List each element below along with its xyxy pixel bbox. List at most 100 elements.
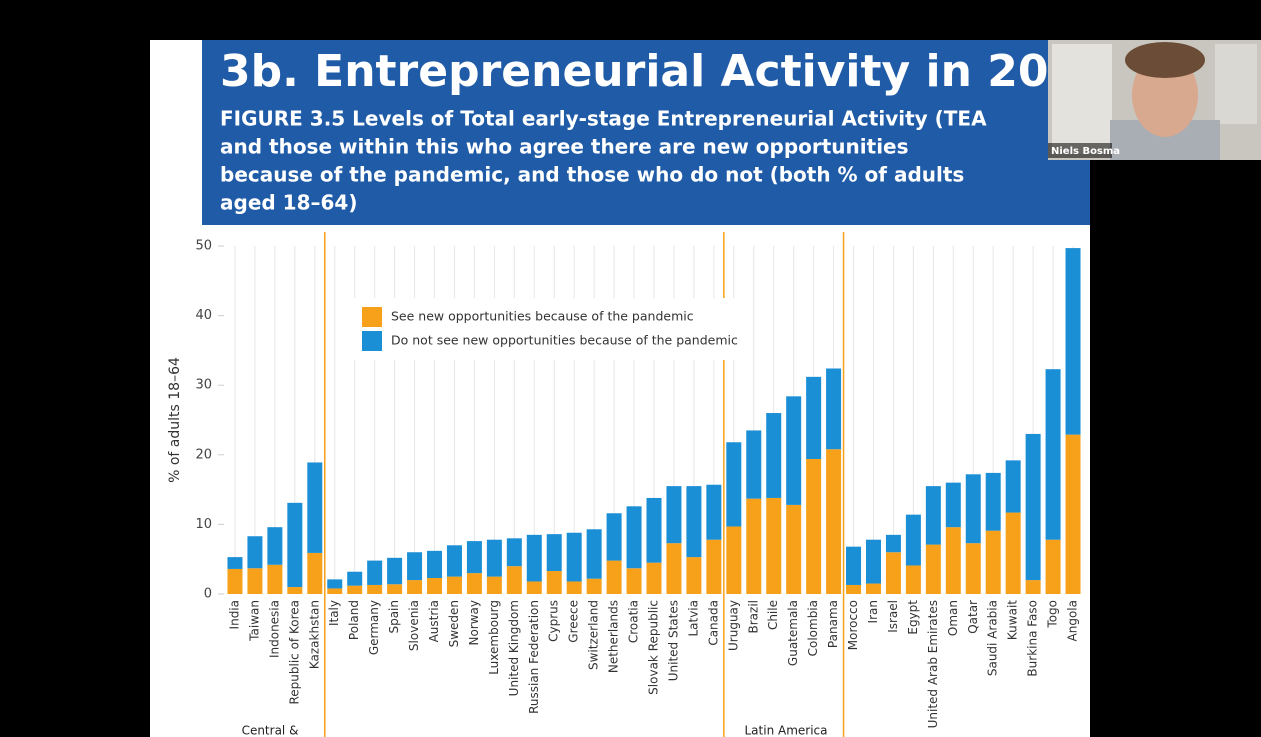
- bar-segment: [546, 534, 562, 572]
- title-banner: [202, 40, 1090, 225]
- bar-segment: [327, 588, 343, 594]
- bar-segment: [646, 497, 662, 563]
- x-tick-label: Italy: [327, 600, 341, 626]
- chart: 0 10 20 30 40 50 % of adults 18–64 India Taiwan I…: [167, 232, 1081, 737]
- bar-segment: [287, 502, 303, 588]
- bar-segment: [327, 579, 343, 589]
- bookshelf: [1052, 44, 1112, 154]
- bar-segment: [1005, 460, 1021, 513]
- bar-segment: [865, 539, 881, 584]
- subtitle-line: aged 18–64): [220, 191, 357, 215]
- bar-segment: [407, 580, 423, 594]
- bar-segment: [287, 587, 303, 594]
- y-tick-label: 0: [204, 587, 212, 602]
- bar-segment: [826, 449, 842, 594]
- bar-segment: [367, 560, 383, 585]
- bar-segment: [387, 557, 403, 585]
- x-tick-label: Croatia: [627, 600, 641, 643]
- bar-segment: [885, 534, 901, 553]
- bar-segment: [427, 577, 443, 594]
- bar-segment: [766, 413, 782, 498]
- y-tick-label: 30: [195, 378, 212, 393]
- bar-segment: [1045, 539, 1061, 594]
- x-tick-label: Egypt: [906, 600, 920, 635]
- bar-segment: [626, 506, 642, 569]
- bar-segment: [945, 482, 961, 528]
- bar-segment: [1005, 512, 1021, 594]
- x-tick-label: Oman: [946, 600, 960, 636]
- bar-segment: [646, 562, 662, 594]
- bar-segment: [466, 541, 482, 574]
- x-tick-label: Switzerland: [587, 600, 601, 670]
- bar-segment: [267, 527, 283, 565]
- bar-segment: [446, 576, 462, 594]
- bar-segment: [626, 568, 642, 594]
- x-tick-label: Norway: [467, 600, 481, 646]
- bar-segment: [686, 486, 702, 558]
- x-tick-label: Burkina Faso: [1026, 600, 1040, 677]
- hair: [1125, 42, 1205, 78]
- bar-segment: [387, 584, 403, 594]
- x-tick-label: Sweden: [447, 600, 461, 647]
- bar-segment: [606, 513, 622, 561]
- x-tick-label: Russian Federation: [527, 600, 541, 714]
- x-tick-label: Indonesia: [267, 600, 281, 658]
- bar-segment: [905, 565, 921, 594]
- x-tick-label: Kazakhstan: [307, 600, 321, 669]
- x-tick-label: Morocco: [846, 600, 860, 650]
- x-tick-label: Saudi Arabia: [986, 600, 1000, 676]
- bar-segment: [806, 458, 822, 594]
- x-tick-label: India: [227, 600, 241, 629]
- x-tick-label: Cyprus: [547, 600, 561, 642]
- x-tick-label: Brazil: [746, 600, 760, 634]
- subtitle: FIGURE 3.5 Levels of Total early-stage E…: [220, 107, 987, 215]
- bar-segment: [227, 557, 243, 569]
- bar-segment: [766, 497, 782, 594]
- wall: [1215, 44, 1257, 124]
- y-tick-label: 40: [195, 308, 212, 323]
- group-label: Latin America: [745, 724, 828, 737]
- bar-segment: [726, 526, 742, 594]
- bar-segment: [427, 550, 443, 578]
- bar-segment: [666, 486, 682, 544]
- x-tick-label: Latvia: [686, 600, 700, 637]
- bar-segment: [826, 368, 842, 450]
- x-tick-label: Angola: [1066, 600, 1080, 641]
- x-tick-label: United States: [666, 600, 680, 681]
- x-tick-label: Spain: [387, 600, 401, 634]
- x-tick-label: Uruguay: [726, 600, 740, 651]
- bar-segment: [965, 474, 981, 544]
- x-tick-label: Netherlands: [607, 600, 621, 673]
- bar-segment: [846, 584, 862, 594]
- y-tick-label: 50: [195, 239, 212, 254]
- x-tick-label: United Kingdom: [507, 600, 521, 696]
- x-tick-label: Qatar: [966, 600, 980, 634]
- bar-segment: [865, 583, 881, 594]
- bar-segment: [247, 536, 263, 569]
- bar-segment: [706, 484, 722, 540]
- bar-segment: [786, 504, 802, 594]
- bar-segment: [706, 539, 722, 594]
- bar-segment: [486, 576, 502, 594]
- bar-segment: [1065, 248, 1081, 435]
- y-tick-label: 10: [195, 517, 212, 532]
- bar-segment: [945, 527, 961, 594]
- bar-segment: [1025, 433, 1041, 581]
- bar-segment: [466, 573, 482, 594]
- bar-segment: [806, 376, 822, 459]
- bar-segment: [1025, 580, 1041, 594]
- slide-title: 3b. Entrepreneurial Activity in 202: [220, 46, 1079, 97]
- bar-segment: [486, 539, 502, 577]
- bar-segment: [925, 486, 941, 545]
- x-tick-label: Togo: [1046, 600, 1060, 629]
- y-tick-label: 20: [195, 447, 212, 462]
- bar-segment: [506, 566, 522, 594]
- bar-segment: [746, 498, 762, 594]
- x-tick-label: Kuwait: [1006, 600, 1020, 640]
- x-tick-label: Austria: [427, 600, 441, 642]
- legend-box: [352, 298, 752, 360]
- x-tick-label: Canada: [706, 600, 720, 646]
- bar-segment: [586, 578, 602, 594]
- bar-segment: [227, 568, 243, 594]
